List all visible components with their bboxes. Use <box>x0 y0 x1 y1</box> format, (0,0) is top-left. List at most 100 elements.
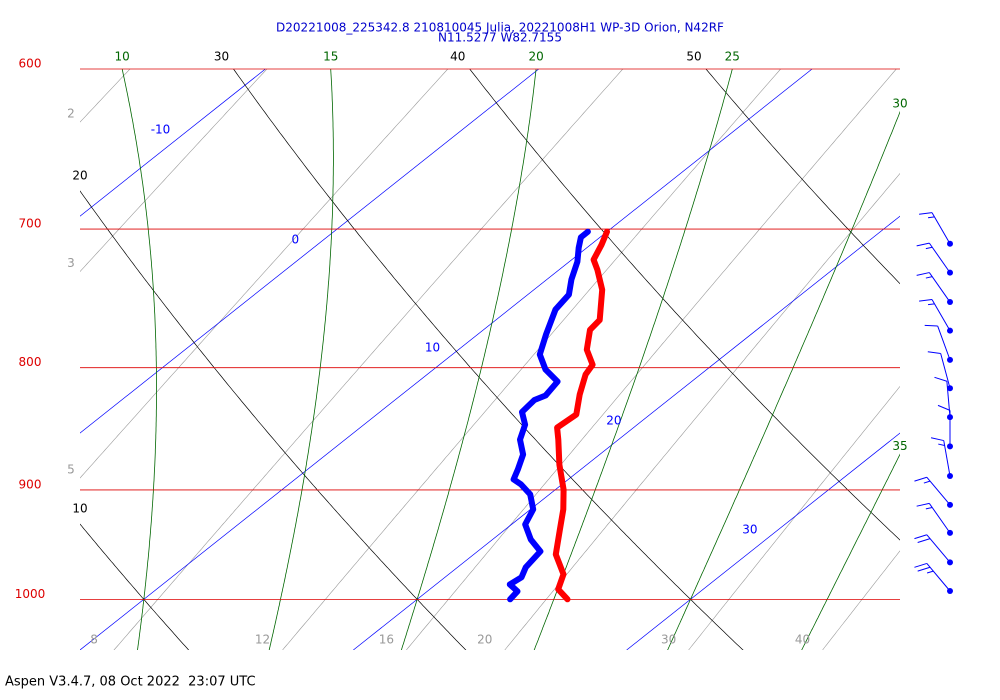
mixing-ratio-label: 40 <box>795 633 810 647</box>
wind-feather <box>925 507 933 510</box>
dry-adiabat-label: 20 <box>72 168 87 182</box>
moist-adiabat <box>400 69 537 650</box>
isotherm-label: 0 <box>291 233 299 247</box>
isotherm <box>80 69 266 217</box>
isobar-label: 600 <box>19 57 42 71</box>
moist-adiabat-label: 10 <box>115 50 130 64</box>
wind-stem <box>926 534 951 563</box>
moist-adiabat-label: 15 <box>323 50 338 64</box>
wind-feather <box>930 437 944 442</box>
isobar-label: 1000 <box>15 587 46 601</box>
chart-subtitle: N11.5277 W82.7155 <box>438 31 562 45</box>
isotherm-label: 10 <box>425 341 440 355</box>
mixing-ratio-line <box>282 69 781 650</box>
wind-barb <box>914 562 953 595</box>
mixing-ratio-label: 20 <box>477 633 492 647</box>
profile-line <box>506 228 591 603</box>
wind-barb <box>930 437 953 480</box>
mixing-ratio-label: 30 <box>661 633 676 647</box>
wind-stem <box>946 381 951 418</box>
mixing-ratio-label: 3 <box>67 256 75 270</box>
dry-adiabat <box>80 523 190 650</box>
wind-feather <box>916 242 930 247</box>
wind-stem <box>928 272 951 303</box>
wind-feather <box>926 570 934 574</box>
wind-barb <box>916 242 953 276</box>
isotherm <box>80 69 539 434</box>
wind-stem <box>926 563 951 592</box>
chart-title: D20221008_225342.8 210810045 Julia, 2022… <box>276 21 724 35</box>
wind-barb <box>919 299 953 334</box>
wind-stem <box>931 212 951 245</box>
wind-feather <box>927 216 935 219</box>
wind-barb <box>916 502 953 536</box>
mixing-ratio-label: 16 <box>379 633 394 647</box>
wind-feather <box>919 212 933 215</box>
wind-barb <box>914 476 953 508</box>
wind-barb <box>924 324 953 363</box>
isotherm-label: -10 <box>151 123 171 137</box>
moist-adiabat-label: 30 <box>892 96 907 110</box>
wind-barb <box>937 404 953 450</box>
wind-stem <box>928 242 951 273</box>
mixing-ratio-line <box>80 69 268 272</box>
wind-feather <box>927 303 935 306</box>
dry-adiabat <box>705 69 900 285</box>
dry-adiabat <box>233 69 744 650</box>
wind-feather <box>914 562 928 568</box>
wind-feather <box>925 246 933 250</box>
mixing-ratio-line <box>113 69 624 650</box>
isotherm-label: 30 <box>742 523 757 537</box>
wind-feather <box>923 480 931 484</box>
wind-stem <box>940 353 951 389</box>
isotherm <box>353 215 900 650</box>
wind-barb <box>927 351 953 392</box>
moist-adiabat-label: 25 <box>725 50 740 64</box>
isotherm <box>626 432 900 650</box>
mixing-ratio-label: 5 <box>67 463 75 477</box>
wind-barb <box>919 212 953 247</box>
moist-adiabat-label: 20 <box>528 50 543 64</box>
wind-feather <box>924 324 938 327</box>
wind-feather <box>938 443 945 446</box>
isobar-label: 800 <box>19 355 42 369</box>
wind-feather <box>927 351 941 354</box>
mixing-ratio-label: 8 <box>90 633 98 647</box>
mixing-ratio-label: 2 <box>67 107 75 121</box>
mixing-ratio-line <box>80 69 449 479</box>
moist-adiabat <box>533 69 733 650</box>
isobar-label: 900 <box>19 477 42 491</box>
moist-adiabat-label: 35 <box>892 439 907 453</box>
moist-adiabat <box>801 453 900 650</box>
dry-adiabat-label: 40 <box>450 50 465 64</box>
dry-adiabat <box>469 69 900 541</box>
wind-feather <box>937 404 951 411</box>
wind-stem <box>943 440 951 477</box>
isotherm-label: 20 <box>606 414 621 428</box>
wind-feather <box>919 299 933 302</box>
wind-stem <box>931 299 951 331</box>
isobar-label: 700 <box>19 217 42 231</box>
dry-adiabat-label: 30 <box>214 50 229 64</box>
wind-feather <box>917 538 931 543</box>
wind-barb <box>914 534 953 566</box>
footer: Aspen V3.4.7, 08 Oct 2022 23:07 UTC <box>5 675 256 690</box>
dry-adiabat <box>80 190 467 650</box>
dry-adiabat-label: 10 <box>72 502 87 516</box>
wind-feather <box>925 276 933 279</box>
profile-line <box>552 228 610 603</box>
wind-barb <box>916 272 953 306</box>
moist-adiabat <box>121 69 157 650</box>
background-lines <box>80 69 900 650</box>
wind-feather <box>914 534 928 540</box>
wind-stem <box>926 476 951 506</box>
mixing-ratio-line <box>688 385 900 650</box>
wind-stem <box>937 325 951 361</box>
mixing-ratio-line <box>822 550 900 650</box>
isotherm <box>80 69 813 650</box>
moist-adiabat <box>268 69 334 650</box>
wind-feather <box>916 502 930 507</box>
wind-stem <box>928 503 951 534</box>
wind-feather <box>934 376 948 382</box>
